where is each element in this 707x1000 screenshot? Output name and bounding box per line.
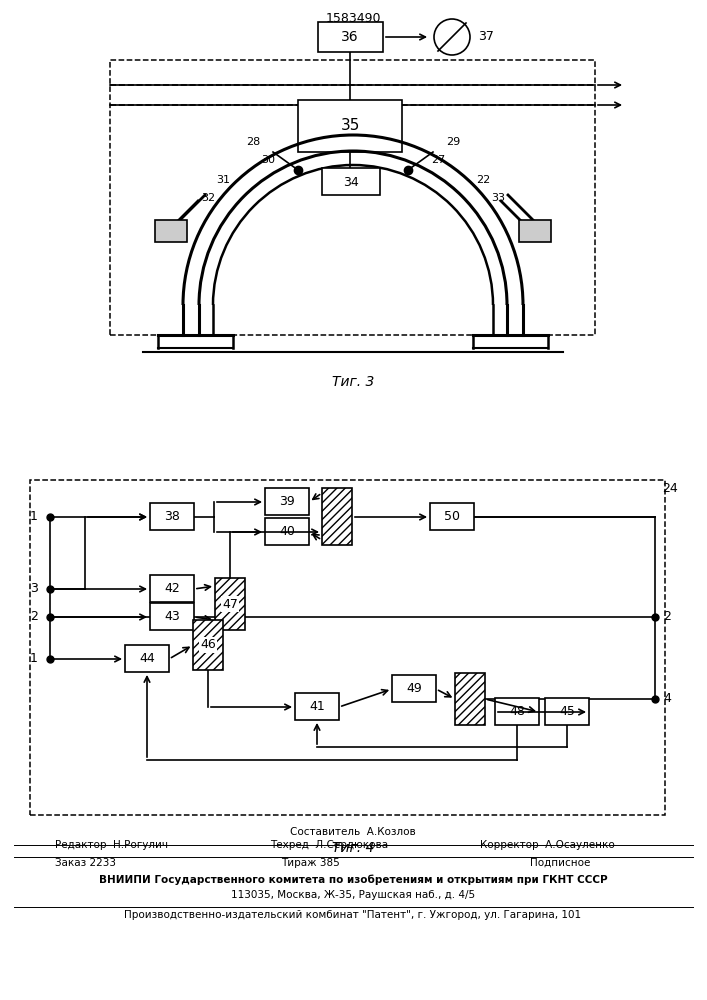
Text: Подписное: Подписное [530,858,590,868]
Text: 27: 27 [431,155,445,165]
Text: 4: 4 [663,692,671,706]
Bar [455,673,485,725]
Text: 113035, Москва, Ж-35, Раушская наб., д. 4/5: 113035, Москва, Ж-35, Раушская наб., д. … [231,890,475,900]
Bar [265,518,309,545]
Bar [322,168,380,195]
Bar [265,488,309,515]
Text: 44: 44 [139,652,155,665]
Text: 42: 42 [164,582,180,595]
Text: 30: 30 [261,155,275,165]
Text: 48: 48 [509,705,525,718]
Bar [110,60,595,335]
Text: Корректор  А.Осауленко: Корректор А.Осауленко [480,840,615,850]
Bar [150,575,194,602]
Text: Тираж 385: Тираж 385 [281,858,339,868]
Text: 45: 45 [559,705,575,718]
Bar [150,503,194,530]
Text: Составитель  А.Козлов: Составитель А.Козлов [290,827,416,837]
Text: 43: 43 [164,610,180,623]
Text: 29: 29 [446,137,460,147]
Text: 35: 35 [340,118,360,133]
Text: 47: 47 [222,597,238,610]
Text: 2: 2 [663,610,671,624]
Bar [430,503,474,530]
Text: 2: 2 [30,610,38,624]
Text: 22: 22 [476,175,490,185]
Text: Заказ 2233: Заказ 2233 [55,858,116,868]
Text: 38: 38 [164,510,180,523]
Text: 33: 33 [491,193,505,203]
Text: 39: 39 [279,495,295,508]
Text: 36: 36 [341,30,359,44]
Bar [545,698,589,725]
Text: 37: 37 [478,30,494,43]
Bar [125,645,169,672]
Text: Производственно-издательский комбинат "Патент", г. Ужгород, ул. Гагарина, 101: Производственно-издательский комбинат "П… [124,910,582,920]
Text: ВНИИПИ Государственного комитета по изобретениям и открытиям при ГКНТ СССР: ВНИИПИ Государственного комитета по изоб… [99,874,607,885]
Bar [193,620,223,670]
Text: 1: 1 [30,510,38,524]
Bar [392,675,436,702]
Text: 41: 41 [309,700,325,713]
Text: 1: 1 [30,652,38,666]
Text: 50: 50 [444,510,460,523]
Text: 28: 28 [246,137,260,147]
Bar [30,480,665,815]
Text: 49: 49 [406,682,422,695]
Text: 32: 32 [201,193,215,203]
Text: 31: 31 [216,175,230,185]
Bar [295,693,339,720]
Bar [519,220,551,242]
Bar [495,698,539,725]
Text: 46: 46 [200,639,216,652]
Text: 3: 3 [30,582,38,595]
Bar [150,603,194,630]
Text: 24: 24 [662,482,678,495]
Bar [215,578,245,630]
Bar [318,22,383,52]
Text: 40: 40 [279,525,295,538]
Text: Τиг. 4: Τиг. 4 [332,841,374,855]
Text: Техред  Л.Сердюкова: Техред Л.Сердюкова [270,840,388,850]
Bar [298,100,402,152]
Bar [155,220,187,242]
Text: Редактор  Н.Рогулич: Редактор Н.Рогулич [55,840,168,850]
Text: Τиг. 3: Τиг. 3 [332,375,374,389]
Text: 34: 34 [343,176,359,188]
Bar [322,488,352,545]
Text: 1583490: 1583490 [325,12,381,25]
